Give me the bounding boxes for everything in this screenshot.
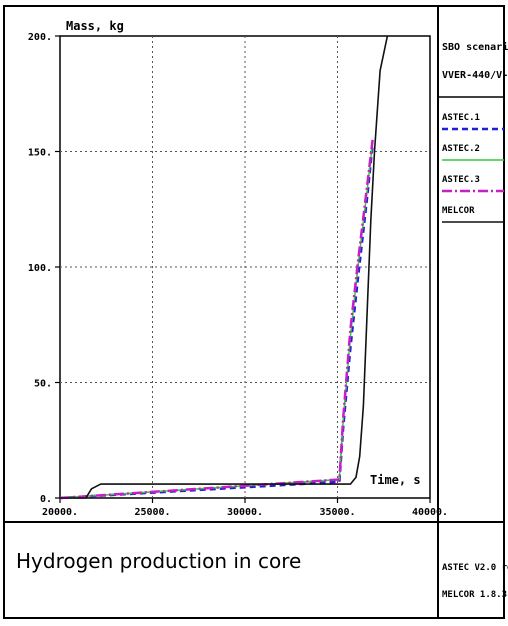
footer-line-1: ASTEC V2.0 rev1 [442, 563, 508, 573]
x-tick-label: 30000. [227, 507, 263, 518]
y-tick-label: 200. [28, 32, 52, 43]
x-axis-label: Time, s [370, 473, 421, 487]
x-axis-ticks: 20000. 25000. 30000. 35000. 40000. [42, 498, 448, 518]
legend-label: ASTEC.2 [442, 144, 480, 154]
y-tick-label: 150. [28, 148, 52, 159]
figure-outer-border [3, 5, 505, 619]
x-tick-label: 40000. [412, 507, 448, 518]
x-tick-label: 20000. [42, 507, 78, 518]
grid-lines [60, 36, 430, 498]
x-tick-label: 25000. [134, 507, 170, 518]
y-tick-label: 100. [28, 263, 52, 274]
y-tick-label: 0. [40, 494, 52, 505]
legend-label: ASTEC.1 [442, 113, 480, 123]
chart-title: Hydrogen production in core [16, 549, 301, 573]
legend-label: MELCOR [442, 206, 475, 216]
series-lines [59, 35, 389, 500]
series-line-melcor [60, 35, 389, 499]
legend: ASTEC.1 ASTEC.2 ASTEC.3 MELCOR [442, 113, 504, 223]
x-tick-label: 35000. [319, 507, 355, 518]
y-axis-ticks: 0. 50. 100. 150. 200. [28, 32, 60, 505]
y-axis-label: Mass, kg [66, 19, 124, 33]
series-line-astec-1 [59, 144, 374, 500]
y-tick-label: 50. [34, 379, 52, 390]
footer-line-2: MELCOR 1.8.3 [442, 590, 507, 600]
legend-label: ASTEC.3 [442, 175, 480, 185]
legend-header-line-1: SBO scenario [442, 41, 508, 53]
legend-header-line-2: VVER-440/V-213 [442, 70, 508, 81]
